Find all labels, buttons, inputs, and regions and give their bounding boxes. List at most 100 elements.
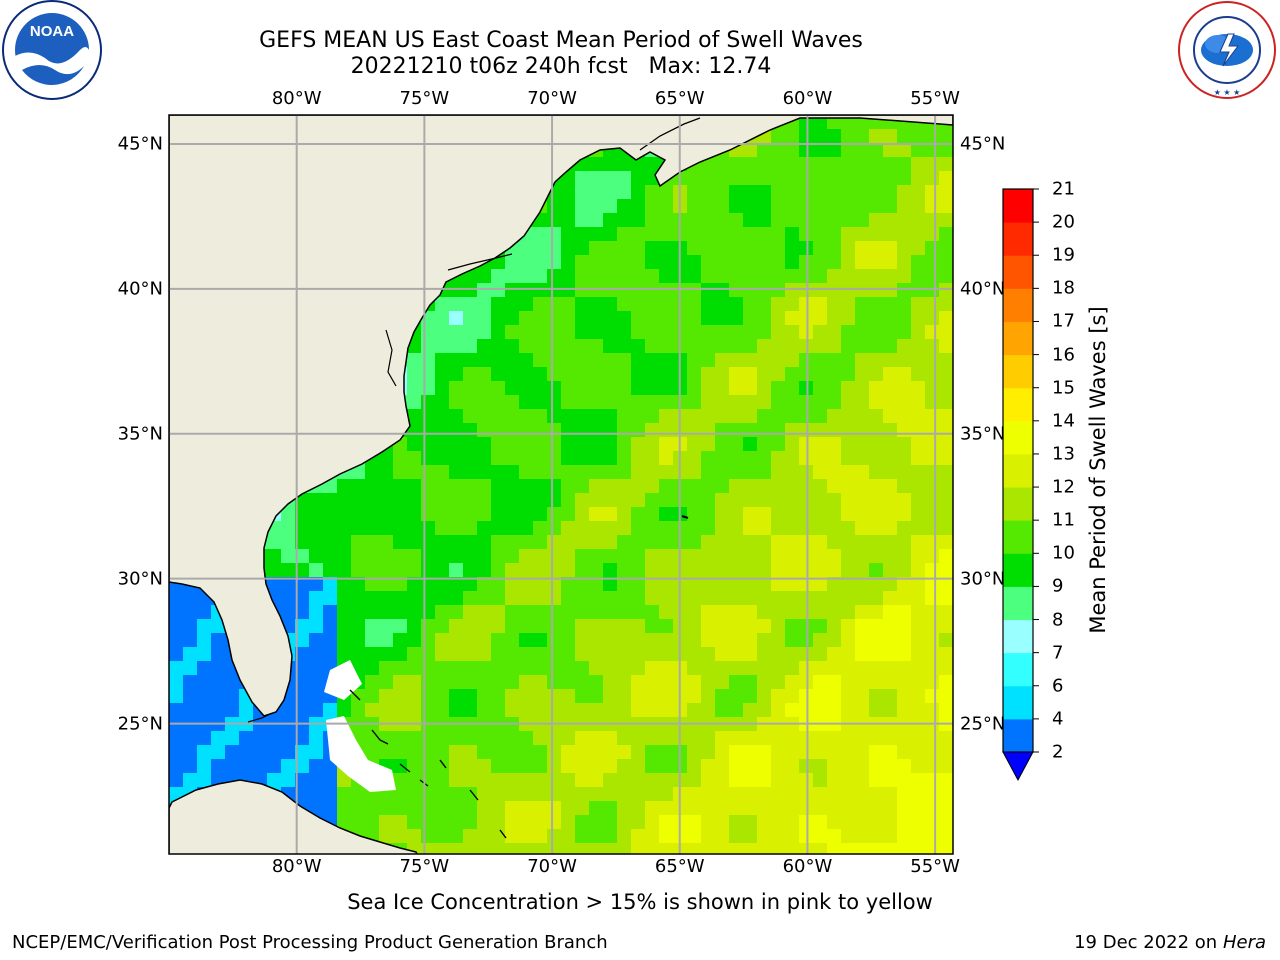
field-cell bbox=[855, 661, 869, 675]
field-cell bbox=[505, 843, 519, 854]
field-cell bbox=[323, 591, 337, 605]
field-cell bbox=[337, 633, 351, 647]
field-cell bbox=[799, 493, 813, 507]
field-cell bbox=[379, 493, 393, 507]
field-cell bbox=[757, 423, 771, 437]
field-cell bbox=[519, 633, 533, 647]
field-cell bbox=[841, 381, 855, 395]
field-cell bbox=[715, 829, 729, 843]
field-cell bbox=[365, 493, 379, 507]
field-cell bbox=[519, 465, 533, 479]
colorbar-segment bbox=[1003, 453, 1033, 488]
field-cell bbox=[533, 773, 547, 787]
field-cell bbox=[869, 815, 883, 829]
field-cell bbox=[575, 437, 589, 451]
field-cell bbox=[533, 507, 547, 521]
field-cell bbox=[561, 255, 575, 269]
lat-label-left: 40°N bbox=[117, 278, 163, 300]
field-cell bbox=[463, 815, 477, 829]
field-cell bbox=[869, 773, 883, 787]
field-cell bbox=[379, 647, 393, 661]
field-cell bbox=[897, 675, 911, 689]
field-cell bbox=[701, 283, 715, 297]
field-cell bbox=[589, 759, 603, 773]
field-cell bbox=[449, 801, 463, 815]
field-cell bbox=[743, 325, 757, 339]
field-cell bbox=[435, 465, 449, 479]
field-cell bbox=[701, 451, 715, 465]
field-cell bbox=[771, 675, 785, 689]
field-cell bbox=[757, 661, 771, 675]
field-cell bbox=[309, 801, 323, 815]
field-cell bbox=[659, 549, 673, 563]
field-cell bbox=[869, 283, 883, 297]
field-cell bbox=[883, 731, 897, 745]
field-cell bbox=[785, 451, 799, 465]
field-cell bbox=[617, 241, 631, 255]
field-cell bbox=[491, 479, 505, 493]
field-cell bbox=[855, 171, 869, 185]
field-cell bbox=[631, 423, 645, 437]
field-cell bbox=[869, 605, 883, 619]
field-cell bbox=[701, 479, 715, 493]
field-cell bbox=[547, 437, 561, 451]
field-cell bbox=[645, 647, 659, 661]
field-cell bbox=[309, 507, 323, 521]
field-cell bbox=[799, 437, 813, 451]
field-cell bbox=[197, 703, 211, 717]
field-cell bbox=[645, 283, 659, 297]
field-cell bbox=[715, 521, 729, 535]
field-cell bbox=[701, 549, 715, 563]
lon-label-top: 75°W bbox=[399, 88, 450, 109]
field-cell bbox=[799, 745, 813, 759]
field-cell bbox=[393, 633, 407, 647]
field-cell bbox=[533, 829, 547, 843]
lat-label-left: 45°N bbox=[117, 133, 163, 155]
field-cell bbox=[477, 577, 491, 591]
field-cell bbox=[715, 647, 729, 661]
field-cell bbox=[897, 423, 911, 437]
field-cell bbox=[883, 395, 897, 409]
field-cell bbox=[491, 493, 505, 507]
field-cell bbox=[687, 661, 701, 675]
field-cell bbox=[603, 437, 617, 451]
field-cell bbox=[939, 283, 953, 297]
field-cell bbox=[603, 227, 617, 241]
field-cell bbox=[925, 423, 939, 437]
field-cell bbox=[477, 479, 491, 493]
field-cell bbox=[743, 619, 757, 633]
field-cell bbox=[659, 535, 673, 549]
field-cell bbox=[799, 157, 813, 171]
field-cell bbox=[911, 325, 925, 339]
field-cell bbox=[239, 731, 253, 745]
field-cell bbox=[911, 731, 925, 745]
field-cell bbox=[393, 647, 407, 661]
field-cell bbox=[575, 479, 589, 493]
field-cell bbox=[491, 731, 505, 745]
field-cell bbox=[715, 675, 729, 689]
field-cell bbox=[813, 367, 827, 381]
field-cell bbox=[533, 661, 547, 675]
field-cell bbox=[939, 297, 953, 311]
field-cell bbox=[393, 829, 407, 843]
field-cell bbox=[897, 759, 911, 773]
field-cell bbox=[897, 563, 911, 577]
field-cell bbox=[827, 591, 841, 605]
field-cell bbox=[771, 325, 785, 339]
field-cell bbox=[925, 605, 939, 619]
field-cell bbox=[589, 591, 603, 605]
field-cell bbox=[617, 171, 631, 185]
field-cell bbox=[827, 437, 841, 451]
field-cell bbox=[533, 255, 547, 269]
field-cell bbox=[827, 787, 841, 801]
field-cell bbox=[617, 507, 631, 521]
field-cell bbox=[295, 535, 309, 549]
field-cell bbox=[925, 353, 939, 367]
field-cell bbox=[911, 241, 925, 255]
field-cell bbox=[785, 269, 799, 283]
field-cell bbox=[463, 507, 477, 521]
field-cell bbox=[925, 367, 939, 381]
field-cell bbox=[869, 745, 883, 759]
field-cell bbox=[813, 283, 827, 297]
field-cell bbox=[645, 549, 659, 563]
